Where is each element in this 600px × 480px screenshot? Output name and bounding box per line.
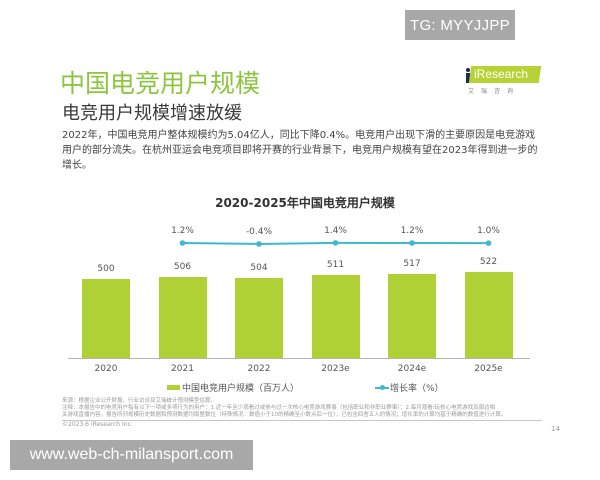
bar-2024e (388, 273, 436, 358)
legend-bar-label: 中国电竞用户规模（百万人） (182, 384, 300, 394)
rate-point-icon (332, 240, 339, 246)
page-number: 14 (551, 425, 560, 433)
rate-value-label: 1.2% (171, 226, 194, 236)
logo-subtext: 艾瑞咨询 (468, 88, 521, 95)
site-watermark: www.web-ch-milansport.com (10, 440, 253, 470)
chart-legend: 中国电竞用户规模（百万人） 增长率（%） (0, 381, 600, 395)
logo-i-icon (466, 73, 470, 83)
bar-value-label: 506 (173, 262, 192, 273)
footnotes: 来源：根据企业公开财报、行业访谈及艾瑞统计预测模型估算。 注释：本报告中的电竞用… (62, 398, 542, 421)
bar-value-label: 517 (403, 258, 421, 269)
rate-point-icon (485, 240, 492, 246)
rate-point-icon (179, 240, 186, 246)
rate-point-icon (256, 241, 262, 247)
page-subtitle: 电竞用户规模增速放缓 (62, 103, 242, 124)
bar-2021 (158, 277, 207, 358)
footnote-note-line2: 关游戏直播内容。报告所列规模历史数据和预测数据均取整数位（特殊情况：数值小于10… (62, 412, 542, 421)
footnote-source: 来源：根据企业公开财报、行业访谈及艾瑞统计预测模型估算。 (62, 398, 217, 404)
bar-2020 (82, 279, 130, 358)
x-axis-label: 2023e (321, 364, 350, 374)
bar-2025e (464, 271, 513, 358)
x-axis-label: 2022 (247, 364, 271, 374)
bar-2022 (235, 277, 283, 358)
intro-paragraph: 2022年，中国电竞用户整体规模约为5.04亿人，同比下降0.4%。电竞用户出现… (62, 130, 538, 171)
legend-bar-swatch (167, 385, 180, 390)
x-axis-label: 2021 (171, 364, 194, 374)
rate-point-icon (409, 240, 415, 246)
rate-value-label: 1.2% (400, 226, 424, 236)
bar-2023e (311, 275, 360, 358)
rate-value-label: 1.0% (477, 226, 500, 237)
rate-value-label: 1.4% (324, 225, 347, 236)
logo-dot-icon (466, 68, 470, 72)
bar-value-label: 500 (97, 264, 115, 274)
footnote-note-line1: 注释：本报告中的电竞用户指有以下一项或多项行为的用户：1.近一年至少观看过或参与… (62, 405, 496, 411)
copyright: ©2023.6 iResearch Inc. (62, 421, 133, 428)
chart-title: 2020-2025年中国电竞用户规模 (215, 196, 395, 210)
x-axis-label: 2024e (397, 364, 427, 374)
x-axis-label: 2025e (474, 364, 503, 374)
x-axis-line (68, 358, 530, 359)
bar-value-label: 522 (479, 256, 498, 267)
iresearch-logo: iResearch 艾瑞咨询 (462, 66, 542, 102)
page-title: 中国电竞用户规模 (60, 69, 261, 98)
rate-value-label: -0.4% (245, 226, 273, 237)
legend-line-label: 增长率（%） (390, 384, 444, 394)
tg-watermark: TG: MYYJJPP (405, 10, 515, 40)
x-axis-label: 2020 (94, 364, 118, 374)
legend-line-dot-icon (380, 385, 385, 390)
bar-value-label: 504 (250, 262, 268, 273)
bar-value-label: 511 (326, 260, 345, 271)
logo-brand-text: iResearch (474, 67, 529, 81)
